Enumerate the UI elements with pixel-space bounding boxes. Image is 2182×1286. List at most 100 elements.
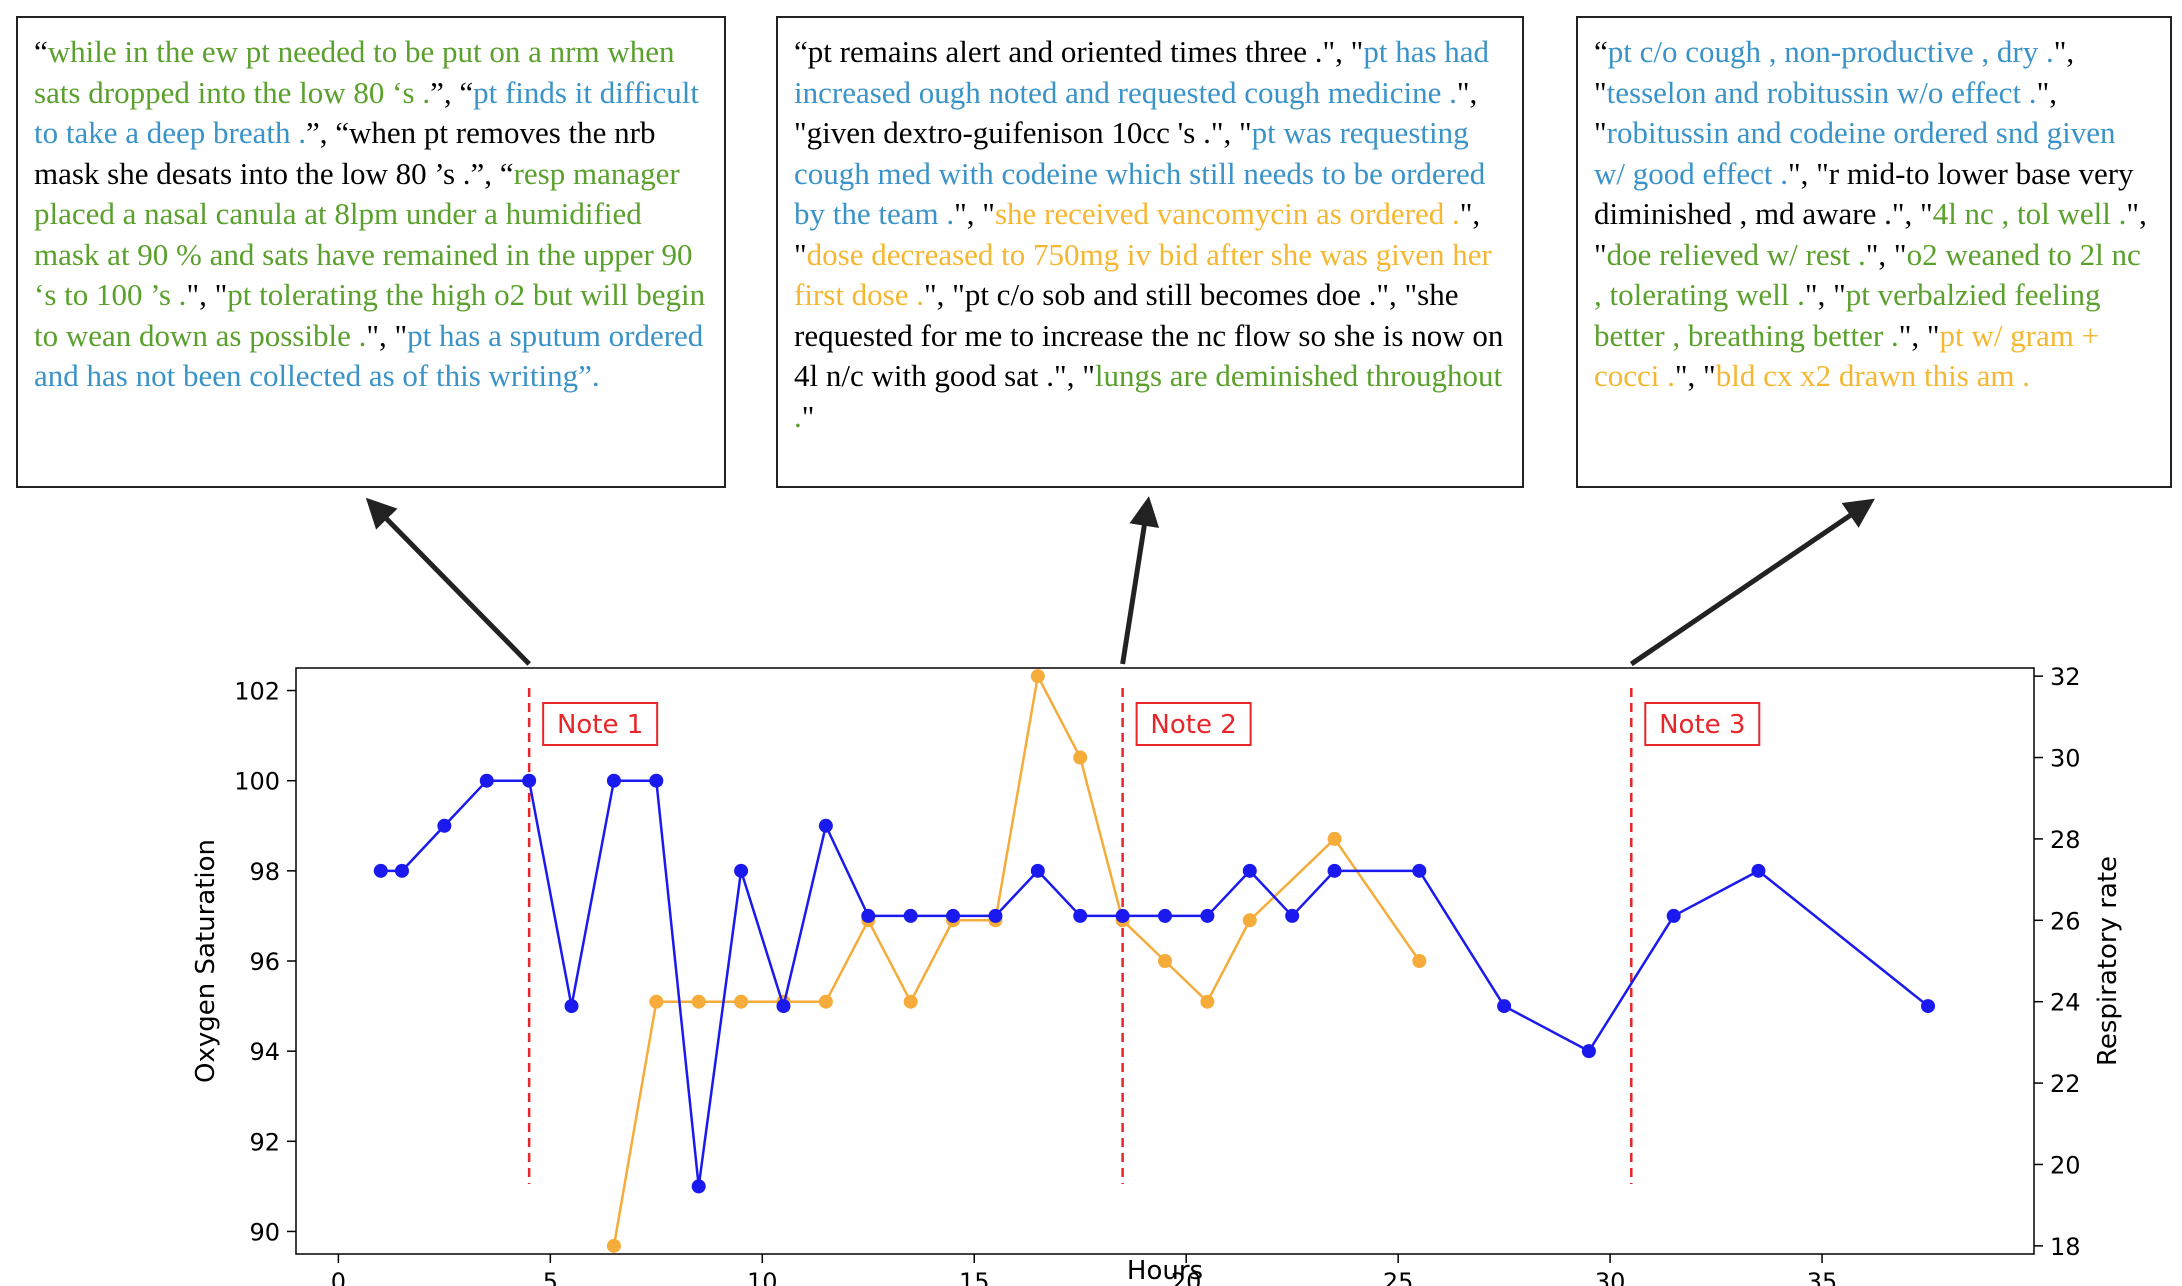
note-text-segment: 4l nc , tol well . [1932,196,2127,231]
series-point [649,773,664,788]
note-text-segment: ", " [186,277,228,312]
note-text-segment: she received vancomycin as ordered . [994,196,1460,231]
series-point [1327,863,1342,878]
y-tick-label: 90 [249,1218,280,1246]
x-tick-label: 25 [1383,1268,1414,1286]
series-point [1242,913,1257,928]
note-text-segment: doe relieved w/ rest . [1606,236,1866,272]
note-text-segment: pt tolerating the high o2 but will begin… [34,277,706,353]
note-text-segment: o2 weaned to 2l nc , tolerating well . [1594,236,2141,313]
note-text-segment: pt verbalzied feeling better , breathing… [1594,277,2101,353]
note-arrow [365,497,531,666]
note-arrow [1629,498,1875,667]
y-axis-label: Oxygen Saturation [191,839,221,1083]
note-text-segment: ", " [794,196,1481,272]
note-text-segment: ", " [1898,317,1940,353]
note-marker-label: Note 1 [557,710,643,740]
note-text-segment: pt w/ gram + cocci . [1594,317,2100,394]
note-text-segment: ", " [1594,196,2147,272]
x-tick-label: 35 [1807,1268,1838,1286]
x-tick-label: 5 [543,1268,558,1286]
x-tick-label: 15 [959,1268,990,1286]
note-text-segment: ”, “ [430,74,474,110]
series-point [479,773,494,788]
note-text-segment: “pt remains alert and oriented times thr… [794,34,1364,69]
series-point [903,908,918,923]
series-point [649,994,664,1009]
y2-tick-label: 20 [2050,1151,2081,1179]
note-marker-label: Note 2 [1150,710,1236,740]
note-text-segment: ", "given dextro-guifenison 10cc 's .", … [794,74,1478,151]
note-text-segment: ", " [1674,358,1716,393]
note-text-segment: pt was requesting cough med with codeine… [794,115,1486,231]
series-point [1412,863,1427,878]
note-text-segment: " [801,398,815,434]
note-text-segment: ", "pt c/o sob and still becomes doe .",… [794,277,1504,393]
series-point [988,908,1003,923]
series-point [1666,908,1681,923]
note-text-segment: ”, “when pt removes the nrb mask she des… [34,115,656,191]
series-point [1327,831,1342,846]
series-point [1200,994,1215,1009]
note-text-segment: “ [1594,34,1608,69]
y2-tick-label: 32 [2050,663,2081,691]
series-point [1412,954,1427,968]
note-text-segment: lungs are deminished throughout . [794,358,1503,434]
y-axis-right: 18 20 22 24 26 28 30 32 [2034,663,2081,1261]
series-point [1751,863,1766,878]
y-tick-label: 100 [234,768,280,796]
y2-tick-label: 26 [2050,907,2081,935]
series-point [1158,954,1172,968]
y2-axis-label: Respiratory rate [2093,856,2123,1066]
note-text-segment: ", " [366,317,408,353]
note-2-text-box: “pt remains alert and oriented times thr… [776,16,1524,488]
note-text-segment: tesselon and robitussin w/o effect . [1606,74,2037,110]
series-point [818,994,833,1009]
note-text-segment: ", " [954,196,995,231]
series-point [564,999,579,1014]
x-axis-label: Hours [1127,1256,1203,1286]
series-point [1158,908,1172,923]
note-arrows [365,496,1875,667]
y-tick-label: 92 [249,1128,280,1156]
series-point [606,773,621,788]
oxygen-saturation-series [373,773,1936,1194]
series-point [734,863,749,878]
y2-tick-label: 18 [2050,1233,2081,1261]
y2-tick-label: 30 [2050,745,2081,773]
series-point [734,994,749,1009]
series-point [861,908,876,923]
series-point [522,773,537,788]
note-text-segment: pt has a sputum ordered and has not been… [34,317,704,394]
note-text-segment: dose decreased to 750mg iv bid after she… [794,236,1492,313]
note-text-segment: “ [34,34,48,69]
series-point [1242,863,1257,878]
series-point [394,863,409,878]
note-3-text-box: “pt c/o cough , non-productive , dry .",… [1576,16,2172,488]
y2-tick-label: 24 [2050,989,2081,1017]
series-point [776,999,791,1014]
x-axis: 0 5 10 15 20 25 30 35 [331,1254,1838,1286]
note-marker-box [542,702,659,746]
respiratory-rate-series [606,669,1427,1253]
note-marker-label: Note 3 [1659,710,1745,740]
series-point [1073,750,1088,765]
series-point [691,994,706,1009]
note-text-segment: ", " [1594,74,2057,151]
y2-tick-label: 22 [2050,1070,2081,1098]
note-text-segment: ", "r mid-to lower base very diminished … [1594,155,2134,232]
series-point [818,818,833,833]
series-point [1921,999,1936,1014]
note-arrow [1120,496,1160,665]
series-point [1030,863,1045,878]
y-axis-left: 90 92 94 96 98 100 102 [234,678,296,1246]
series-point [373,863,388,878]
series-point [1200,908,1215,923]
note-text-segment: robitussin and codeine ordered snd given… [1594,115,2116,191]
note-marker-box [1135,702,1252,746]
y2-tick-label: 28 [2050,826,2081,854]
note-markers: Note 1 Note 2 Note 3 [527,688,1761,1184]
note-marker-box [1644,702,1761,746]
x-tick-label: 10 [747,1268,778,1286]
series-point [1115,908,1130,923]
